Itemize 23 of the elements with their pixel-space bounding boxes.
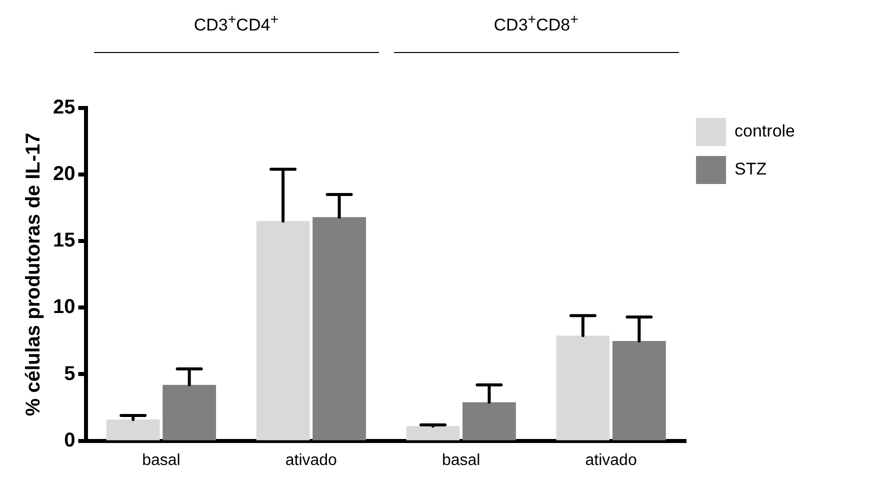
bar [556,336,610,440]
y-axis-title: % células produtoras de IL-17 [22,132,45,416]
bar [256,221,310,440]
x-tick-label: ativado [585,452,637,469]
y-tick-label: 5 [64,362,76,385]
bar [106,420,160,440]
legend-label: STZ [734,160,767,179]
y-tick-label: 10 [52,296,76,318]
legend-label: controle [734,122,796,141]
text: CD3$^{+}$CD8$^{+}$ [492,12,580,36]
y-tick-label: 15 [52,230,76,252]
y-tick-label: 25 [52,96,76,119]
bar [312,217,366,440]
x-tick-label: basal [442,452,480,469]
x-tick-label: ativado [285,452,338,469]
bar [406,426,460,440]
bar [612,340,666,440]
bar [462,402,516,440]
y-tick-label: 20 [52,163,76,186]
y-tick-label: 0 [64,429,76,452]
text: CD3$^{+}$CD4$^{+}$ [192,12,280,36]
bar [162,384,216,440]
x-tick-label: basal [142,452,180,469]
